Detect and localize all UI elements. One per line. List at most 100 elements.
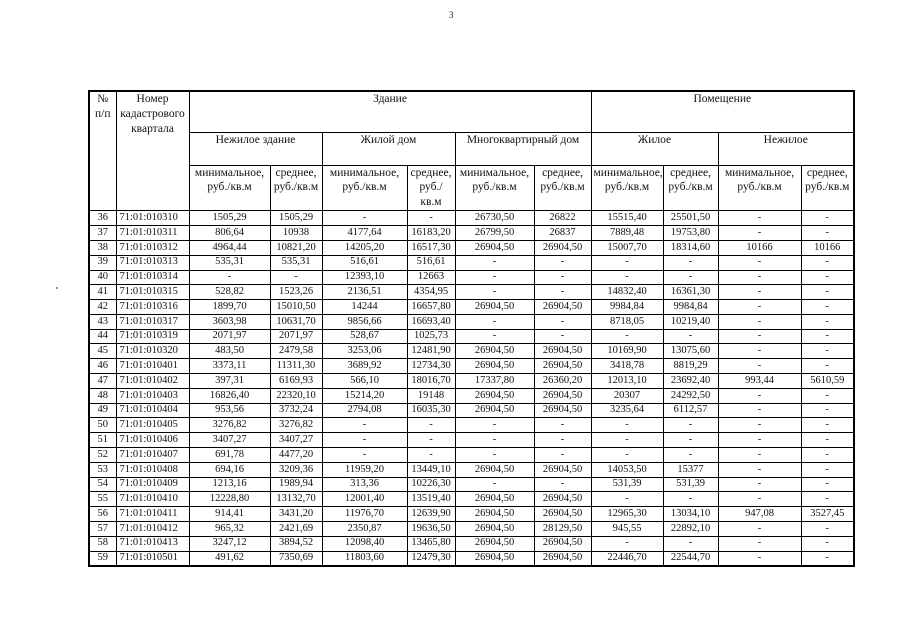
value-cell: 11803,60 — [321, 550, 408, 567]
col-header-avg: среднее, руб./кв.м — [533, 164, 592, 212]
value-cell: 17337,80 — [454, 373, 535, 389]
value-cell: 6112,57 — [662, 402, 719, 419]
value-cell: - — [590, 254, 664, 271]
value-cell: 3247,12 — [188, 535, 271, 552]
value-cell: - — [800, 284, 855, 301]
value-cell: - — [800, 432, 855, 449]
value-cell: 26904,50 — [533, 239, 592, 256]
value-cell: - — [454, 417, 535, 434]
row-number-cell: 47 — [88, 373, 117, 389]
cadastral-number-cell: 71:01:010404 — [115, 402, 190, 419]
cadastral-number-cell: 71:01:010408 — [115, 461, 190, 478]
cadastral-number-cell: 71:01:010406 — [115, 432, 190, 449]
value-cell: 26904,50 — [454, 299, 535, 315]
value-cell: - — [533, 269, 592, 286]
value-cell: - — [717, 521, 802, 537]
value-cell: 566,10 — [321, 373, 408, 389]
value-cell: 2136,51 — [321, 284, 408, 301]
value-cell: - — [662, 328, 719, 345]
value-cell: 26837 — [533, 225, 592, 241]
value-cell: 11311,30 — [269, 358, 323, 375]
value-cell: 19148 — [406, 387, 456, 404]
col-subgroup-residential-house: Жилой дом — [321, 131, 456, 166]
value-cell: 26904,50 — [454, 343, 535, 360]
value-cell: 3407,27 — [188, 432, 271, 449]
value-cell: - — [717, 491, 802, 508]
value-cell: 26904,50 — [533, 461, 592, 478]
value-cell: - — [717, 476, 802, 493]
col-header-row-number: № п/п — [88, 90, 117, 212]
col-subgroup-residential-premises: Жилое — [590, 131, 719, 166]
row-number-cell: 48 — [88, 387, 117, 404]
value-cell: 12001,40 — [321, 491, 408, 508]
col-subgroup-nonresidential-premises: Нежилое — [717, 131, 855, 166]
row-number-cell: 53 — [88, 461, 117, 478]
value-cell: 11976,70 — [321, 506, 408, 523]
row-number-cell: 45 — [88, 343, 117, 360]
value-cell: - — [717, 254, 802, 271]
value-cell: - — [533, 284, 592, 301]
value-cell: - — [800, 461, 855, 478]
table-row: 55 71:01:010410 12228,80 13132,70 12001,40 13… — [88, 491, 855, 508]
value-cell: - — [717, 225, 802, 241]
value-cell: 947,08 — [717, 506, 802, 523]
value-cell: 26904,50 — [533, 506, 592, 523]
row-number-cell: 57 — [88, 521, 117, 537]
table-row: 38 71:01:010312 4964,44 10821,20 14205,20 165… — [88, 239, 855, 256]
value-cell: - — [454, 432, 535, 449]
value-cell: 965,32 — [188, 521, 271, 537]
value-cell: 4477,20 — [269, 447, 323, 463]
value-cell: - — [717, 402, 802, 419]
col-header-cadastral-number: Номер кадастрового квартала — [115, 90, 190, 212]
value-cell: 9984,84 — [590, 299, 664, 315]
table-row: 40 71:01:010314- -12393,10 12663- - - - - - — [88, 269, 855, 286]
value-cell: 26904,50 — [454, 506, 535, 523]
value-cell: - — [800, 269, 855, 286]
value-cell: 15377 — [662, 461, 719, 478]
value-cell: 531,39 — [662, 476, 719, 493]
row-number-cell: 51 — [88, 432, 117, 449]
table-row: 43 71:01:010317 3603,98 10631,70 9856,66 1669… — [88, 313, 855, 330]
value-cell: 528,67 — [321, 328, 408, 345]
value-cell: 806,64 — [188, 225, 271, 241]
value-cell: 14205,20 — [321, 239, 408, 256]
value-cell: - — [717, 210, 802, 227]
row-number-cell: 40 — [88, 269, 117, 286]
value-cell: 4964,44 — [188, 239, 271, 256]
value-cell: - — [717, 313, 802, 330]
cadastral-number-cell: 71:01:010314 — [115, 269, 190, 286]
table-row: 53 71:01:010408 694,16 3209,36 11959,20 13449… — [88, 461, 855, 478]
value-cell: - — [662, 447, 719, 463]
value-cell: 3603,98 — [188, 313, 271, 330]
value-cell: 12228,80 — [188, 491, 271, 508]
row-number-cell: 59 — [88, 550, 117, 567]
cadastral-number-cell: 71:01:010312 — [115, 239, 190, 256]
cadastral-number-cell: 71:01:010319 — [115, 328, 190, 345]
value-cell: - — [533, 417, 592, 434]
scan-speck — [56, 287, 58, 289]
value-cell: - — [590, 417, 664, 434]
value-cell: 1213,16 — [188, 476, 271, 493]
value-cell: - — [800, 447, 855, 463]
value-cell: - — [662, 254, 719, 271]
value-cell: 3732,24 — [269, 402, 323, 419]
value-cell: - — [717, 358, 802, 375]
table-row: 45 71:01:010320 483,50 2479,58 3253,06 12481,… — [88, 343, 855, 360]
value-cell: - — [717, 284, 802, 301]
value-cell: - — [590, 535, 664, 552]
row-number-cell: 46 — [88, 358, 117, 375]
value-cell: - — [321, 432, 408, 449]
value-cell: - — [533, 313, 592, 330]
cadastral-number-cell: 71:01:010311 — [115, 225, 190, 241]
value-cell: 3689,92 — [321, 358, 408, 375]
cadastral-number-cell: 71:01:010501 — [115, 550, 190, 567]
value-cell: 12013,10 — [590, 373, 664, 389]
value-cell: 16517,30 — [406, 239, 456, 256]
col-header-min: минимальное, руб./кв.м — [590, 164, 664, 212]
row-number-cell: 42 — [88, 299, 117, 315]
cadastral-number-cell: 71:01:010310 — [115, 210, 190, 227]
cadastral-number-cell: 71:01:010401 — [115, 358, 190, 375]
table-row: 47 71:01:010402 397,31 6169,93 566,10 18016,7… — [88, 373, 855, 389]
cadastral-number-cell: 71:01:010412 — [115, 521, 190, 537]
